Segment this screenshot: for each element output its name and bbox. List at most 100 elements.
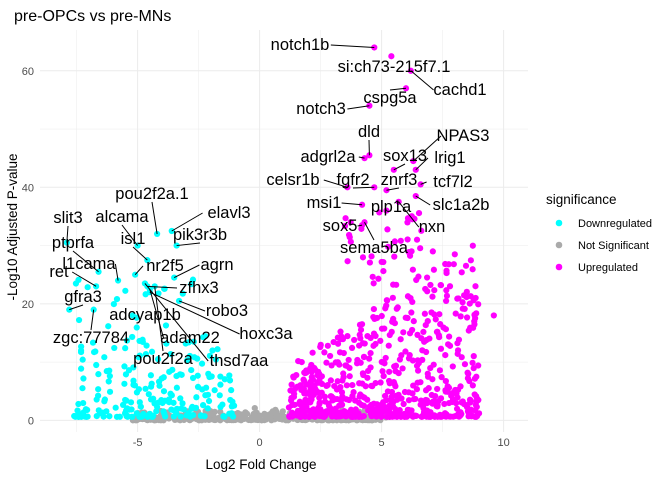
point-upregulated <box>384 388 392 395</box>
point-upregulated <box>339 377 346 384</box>
point-upregulated <box>391 238 398 245</box>
point-downregulated <box>93 361 100 369</box>
point-upregulated <box>459 299 466 306</box>
connector-hoxc3a <box>149 291 240 335</box>
gene-label: sox13 <box>383 147 427 165</box>
point-downregulated <box>137 403 144 410</box>
legend-swatch <box>555 219 563 227</box>
y-tick-label: 40 <box>22 182 34 194</box>
point-upregulated <box>473 373 480 380</box>
point-downregulated <box>127 399 135 406</box>
point-upregulated <box>424 274 431 281</box>
connector-lrig1 <box>415 157 429 171</box>
point-upregulated <box>308 361 315 369</box>
point-upregulated <box>420 328 427 335</box>
point-downregulated <box>82 406 90 413</box>
point-upregulated <box>337 328 344 335</box>
point-downregulated <box>227 396 234 404</box>
point-downregulated <box>72 280 80 287</box>
point-downregulated <box>177 395 184 402</box>
point-upregulated <box>326 352 334 360</box>
point-upregulated <box>434 385 441 393</box>
point-upregulated <box>442 352 449 359</box>
point-downregulated <box>206 352 213 359</box>
point-upregulated <box>327 377 334 384</box>
point-downregulated <box>160 388 168 395</box>
point-upregulated <box>378 358 385 366</box>
point-upregulated <box>417 379 424 386</box>
label-connectors <box>66 44 442 362</box>
gene-label: slc1a2b <box>433 196 490 214</box>
x-tick-label: 0 <box>257 437 263 449</box>
point-upregulated <box>321 393 328 400</box>
point-upregulated <box>317 406 324 413</box>
point-upregulated <box>355 410 362 417</box>
point-upregulated <box>354 356 361 364</box>
point-upregulated <box>370 330 378 337</box>
point-upregulated <box>375 275 382 282</box>
point-upregulated <box>467 257 474 264</box>
point-upregulated <box>378 312 385 320</box>
point-upregulated <box>299 385 306 392</box>
point-downregulated <box>84 284 91 291</box>
point-upregulated <box>339 393 346 400</box>
point-downregulated <box>121 410 129 417</box>
point-upregulated <box>392 405 399 413</box>
point-upregulated <box>310 406 317 413</box>
point-upregulated <box>370 280 377 287</box>
point-downregulated <box>204 405 211 412</box>
point-upregulated <box>446 413 453 420</box>
point-downregulated <box>171 274 178 281</box>
point-upregulated <box>360 353 368 360</box>
point-downregulated <box>75 316 83 324</box>
point-upregulated <box>400 329 407 336</box>
point-downregulated <box>105 378 112 385</box>
connector-adam22 <box>149 289 165 339</box>
point-downregulated <box>167 351 174 358</box>
point-downregulated <box>163 340 170 347</box>
point-downregulated <box>188 281 195 288</box>
point-upregulated <box>326 408 334 415</box>
point-downregulated <box>145 391 152 398</box>
gene-label: nr2f5 <box>146 257 184 275</box>
point-upregulated <box>302 396 309 403</box>
point-upregulated <box>288 394 295 402</box>
point-downregulated <box>93 396 100 403</box>
point-downregulated <box>162 322 170 329</box>
point-upregulated <box>415 273 422 280</box>
point-upregulated <box>446 283 454 290</box>
connector-sox13 <box>393 163 406 171</box>
point-upregulated <box>463 403 471 411</box>
point-downregulated <box>113 413 121 420</box>
point-upregulated <box>454 347 462 354</box>
point-upregulated <box>342 215 349 222</box>
connector-notch1b <box>330 44 375 48</box>
gene-label: zfhx3 <box>179 279 218 297</box>
point-upregulated <box>365 367 372 375</box>
point-upregulated <box>391 320 398 327</box>
point-upregulated <box>455 295 462 302</box>
point-upregulated <box>404 314 411 322</box>
point-upregulated <box>344 333 351 340</box>
point-upregulated <box>427 281 434 289</box>
point-upregulated <box>472 294 479 302</box>
point-downregulated <box>199 402 207 409</box>
point-downregulated <box>211 387 218 394</box>
point-downregulated <box>129 333 136 341</box>
point-upregulated <box>361 340 368 347</box>
point-downregulated <box>173 242 180 249</box>
gene-label: pik3r3b <box>173 226 227 244</box>
point-downregulated <box>177 413 184 420</box>
point-not-significant <box>251 412 258 419</box>
point-downregulated <box>205 397 213 405</box>
point-downregulated <box>147 396 155 403</box>
gene-label: isl1 <box>121 230 146 248</box>
point-upregulated <box>424 370 431 377</box>
point-downregulated <box>169 366 176 373</box>
connector-adgrl2a <box>358 156 365 159</box>
point-upregulated <box>315 379 323 386</box>
point-upregulated <box>467 293 474 300</box>
point-downregulated <box>198 360 206 367</box>
point-downregulated <box>148 380 155 387</box>
